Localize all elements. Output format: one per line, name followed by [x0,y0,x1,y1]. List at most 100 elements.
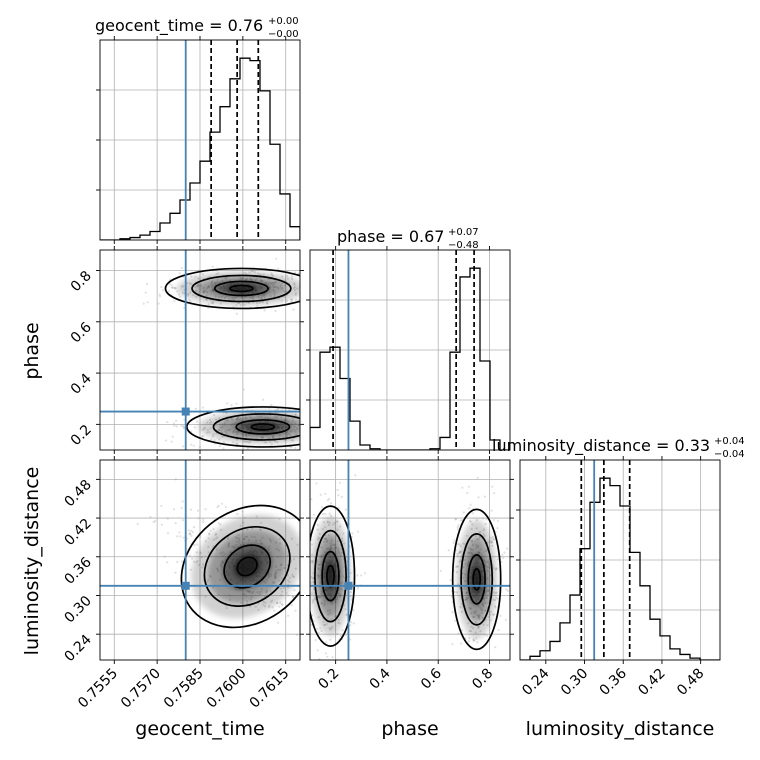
sample-point [188,532,192,535]
sample-point [178,531,181,534]
sample-point [303,564,305,566]
sample-point [275,257,278,260]
sample-point [163,555,166,558]
sample-point [354,474,357,477]
sample-point [501,553,504,556]
sample-point [341,629,344,632]
sample-point [217,504,220,507]
sample-point [221,502,224,505]
sample-point [270,403,273,406]
panel-frame [99,459,301,661]
sample-point [191,531,195,534]
sample-point [180,266,184,269]
sample-point [496,597,499,600]
sample-point [454,518,457,521]
sample-point [196,420,199,423]
panel-content [142,250,331,450]
sample-point [295,298,298,301]
sample-point [166,517,169,520]
sample-point [154,519,157,523]
sample-point [329,421,331,423]
sample-point [170,286,174,289]
histogram-phase [310,267,510,450]
sample-point [485,518,488,521]
contour-line [191,274,292,303]
contour-line [180,504,300,629]
sample-point [217,522,220,525]
sample-point [323,435,325,437]
sample-point [457,542,460,546]
contour-line [186,406,300,448]
sample-point [242,388,245,391]
sample-point [174,287,177,290]
sample-point [324,492,327,495]
sample-point [491,485,494,488]
sample-point [302,297,304,299]
sample-point [305,570,307,572]
sample-point [301,419,303,421]
sample-point [305,435,307,437]
sample-point [190,534,193,537]
sample-point [307,564,309,566]
sample-point [160,523,163,526]
sample-point [496,527,499,530]
sample-point [256,304,259,307]
sample-point [328,413,330,415]
contour-line [164,267,300,310]
sample-point [211,265,214,268]
sample-point [439,569,442,572]
sample-point [142,302,145,305]
sample-point [468,637,471,640]
sample-point [295,633,298,636]
sample-point [328,285,330,287]
density-map [176,271,300,306]
sample-point [189,508,193,511]
sample-point [190,557,194,560]
sample-point [174,571,177,574]
contour-line [467,554,486,605]
sample-point [167,290,171,293]
title-phase: phase = 0.67 [337,227,444,246]
sample-point [303,586,305,588]
sample-point [452,541,455,544]
sample-point [146,282,149,286]
sample-point [505,588,508,591]
sample-point [200,435,204,438]
sample-point [290,446,293,449]
sample-point [456,526,459,529]
sample-point [235,312,238,315]
truth-marker [344,581,353,590]
tick-label-x: 0.7585 [161,666,207,712]
sample-point [291,501,293,503]
sample-point [503,551,506,554]
sample-point [174,522,177,525]
sample-point [270,443,273,446]
sample-point [313,439,315,441]
sample-point [317,631,320,634]
sample-point [360,574,363,577]
sample-point [201,520,205,524]
sample-point [494,646,497,649]
contour-line [213,280,269,297]
sample-point [183,426,186,429]
sample-point [302,286,304,288]
sample-point [195,551,198,554]
sample-point [165,439,168,442]
histogram-luminosity_distance [520,477,720,660]
sample-point [218,445,221,448]
sample-point [320,506,324,509]
sample-point [315,482,318,485]
truth-marker [181,581,190,590]
sample-point [294,609,297,612]
sample-point [301,609,303,611]
sample-point [506,589,510,592]
sample-point [236,512,239,515]
sample-point [300,441,302,443]
sample-point [303,596,305,598]
sample-point [358,625,360,627]
sample-point [175,425,178,428]
sample-point [216,505,219,509]
title-luminosity-distance-sup: +0.04 [714,436,745,447]
sample-point [202,518,205,521]
sample-point [481,517,484,520]
